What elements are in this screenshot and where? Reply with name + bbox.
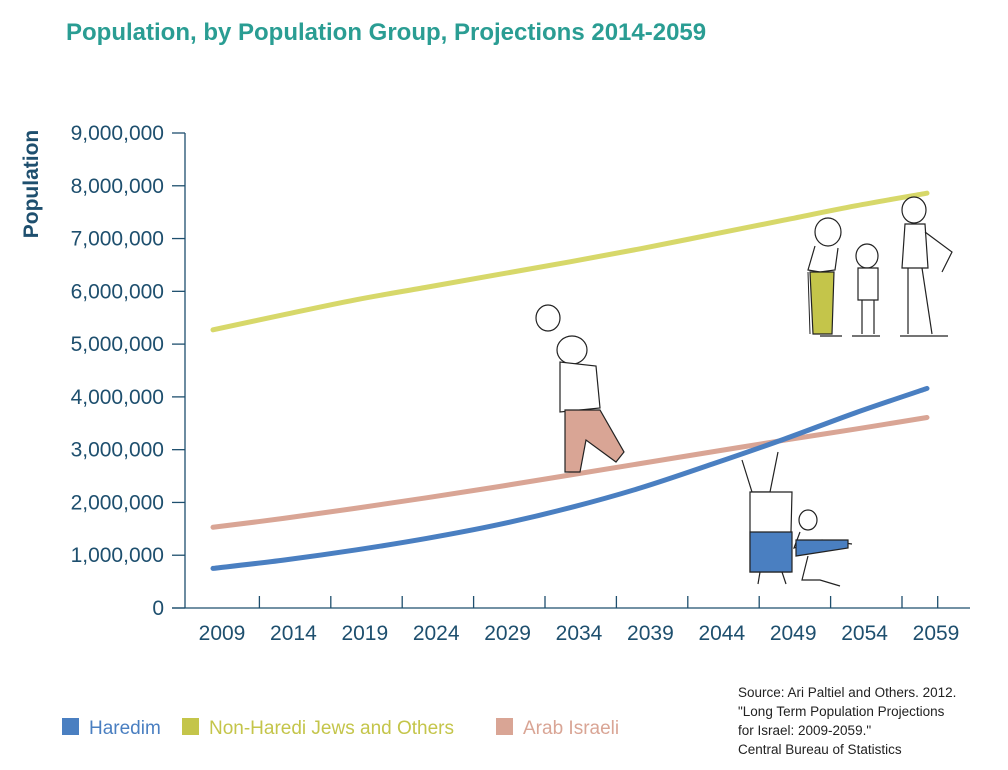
y-tick-label: 4,000,000 — [71, 386, 164, 409]
x-axis-ticks: 2009 2014 2019 2024 2029 2034 2039 2044 2049 2054… — [199, 596, 960, 645]
legend-swatch-arab-israeli — [496, 718, 513, 735]
legend: Haredim Non-Haredi Jews and Others Arab … — [62, 718, 619, 739]
chart-title: Population, by Population Group, Project… — [66, 19, 706, 46]
y-tick-label: 6,000,000 — [71, 280, 164, 303]
source-line-4: Central Bureau of Statistics — [738, 742, 902, 757]
x-tick-label: 2039 — [627, 622, 674, 645]
axes — [172, 133, 970, 609]
x-tick-label: 2019 — [341, 622, 388, 645]
y-tick-label: 8,000,000 — [71, 175, 164, 198]
x-tick-label: 2034 — [556, 622, 603, 645]
series-line-non-haredi-jews-and-others — [210, 190, 930, 333]
x-tick-label: 2009 — [199, 622, 246, 645]
x-tick-label: 2049 — [770, 622, 817, 645]
y-tick-label: 9,000,000 — [71, 122, 164, 145]
series-line-arab-israeli — [210, 414, 930, 530]
y-tick-label: 3,000,000 — [71, 439, 164, 462]
x-tick-label: 2029 — [484, 622, 531, 645]
y-axis-label: Population — [20, 130, 43, 239]
legend-label-haredim: Haredim — [89, 718, 161, 739]
family-illustration — [807, 196, 953, 337]
x-tick-label: 2024 — [413, 622, 460, 645]
illustrations — [535, 196, 953, 587]
legend-label-non-haredi: Non-Haredi Jews and Others — [209, 718, 454, 739]
woman-and-girl-illustration — [741, 451, 853, 587]
series-lines — [210, 190, 930, 571]
y-tick-label: 5,000,000 — [71, 333, 164, 356]
x-tick-label: 2044 — [698, 622, 745, 645]
source-note: Source: Ari Paltiel and Others. 2012. "L… — [738, 685, 956, 757]
legend-label-arab-israeli: Arab Israeli — [523, 718, 619, 739]
x-tick-label: 2059 — [913, 622, 960, 645]
legend-swatch-non-haredi — [182, 718, 199, 735]
y-tick-label: 1,000,000 — [71, 544, 164, 567]
x-tick-label: 2054 — [841, 622, 888, 645]
y-tick-label: 7,000,000 — [71, 228, 164, 251]
source-line-3: for Israel: 2009-2059." — [738, 723, 871, 738]
x-tick-label: 2014 — [270, 622, 317, 645]
legend-swatch-haredim — [62, 718, 79, 735]
y-axis-ticks: 0 1,000,000 2,000,000 3,000,000 4,000,000 5,0… — [71, 122, 185, 620]
y-tick-label: 0 — [152, 597, 164, 620]
source-line-1: Source: Ari Paltiel and Others. 2012. — [738, 685, 956, 700]
man-carrying-child-illustration — [535, 304, 625, 473]
source-line-2: "Long Term Population Projections — [738, 704, 945, 719]
series-line-haredim — [210, 385, 930, 571]
y-tick-label: 2,000,000 — [71, 491, 164, 514]
